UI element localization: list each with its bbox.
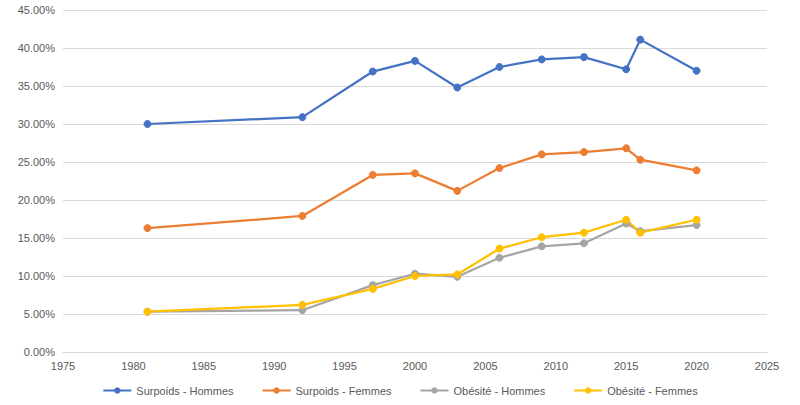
svg-text:5.00%: 5.00% — [24, 308, 55, 320]
svg-text:1990: 1990 — [262, 360, 286, 372]
svg-text:1995: 1995 — [332, 360, 356, 372]
svg-text:2025: 2025 — [755, 360, 779, 372]
svg-text:1980: 1980 — [121, 360, 145, 372]
svg-text:2020: 2020 — [684, 360, 708, 372]
svg-text:1975: 1975 — [51, 360, 75, 372]
svg-text:10.00%: 10.00% — [18, 270, 56, 282]
svg-text:Surpoids - Hommes: Surpoids - Hommes — [136, 385, 234, 397]
svg-text:2010: 2010 — [544, 360, 568, 372]
svg-text:35.00%: 35.00% — [18, 80, 56, 92]
svg-text:Obésité - Femmes: Obésité - Femmes — [607, 385, 698, 397]
svg-text:15.00%: 15.00% — [18, 232, 56, 244]
svg-text:2000: 2000 — [403, 360, 427, 372]
svg-text:2015: 2015 — [614, 360, 638, 372]
svg-text:45.00%: 45.00% — [18, 4, 56, 16]
svg-text:2005: 2005 — [473, 360, 497, 372]
svg-text:Surpoids - Femmes: Surpoids - Femmes — [296, 385, 392, 397]
svg-text:0.00%: 0.00% — [24, 346, 55, 358]
svg-text:20.00%: 20.00% — [18, 194, 56, 206]
svg-text:Obésité - Hommes: Obésité - Hommes — [454, 385, 546, 397]
svg-text:30.00%: 30.00% — [18, 118, 56, 130]
svg-text:40.00%: 40.00% — [18, 42, 56, 54]
svg-text:1985: 1985 — [192, 360, 216, 372]
svg-text:25.00%: 25.00% — [18, 156, 56, 168]
